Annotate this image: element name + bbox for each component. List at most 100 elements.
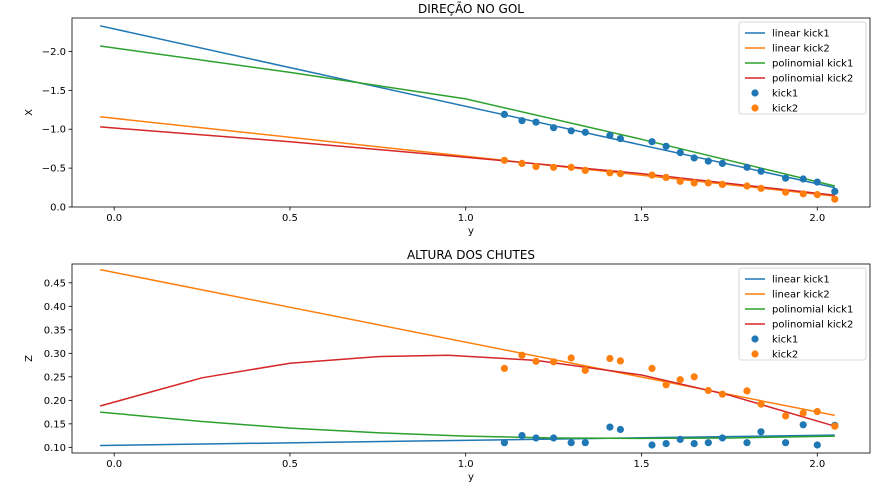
data-point-kick1	[616, 425, 625, 434]
data-point-kick2	[518, 351, 526, 359]
x-tick-label: 1.5	[634, 459, 650, 470]
y-tick-label: 0.25	[44, 372, 66, 383]
data-point-kick2	[567, 354, 575, 362]
data-point-kick1	[782, 174, 790, 182]
data-point-kick1	[799, 421, 807, 429]
axes-frame	[71, 17, 871, 208]
data-point-kick2	[662, 381, 670, 389]
legend: linear kick1 linear kick2 polinomial kick1…	[738, 21, 867, 115]
y-tick-label: 0.0	[50, 203, 66, 214]
data-point-kick2	[662, 173, 670, 181]
x-tick-label: 1.5	[634, 213, 650, 224]
chart-title: ALTURA DOS CHUTES	[407, 248, 535, 262]
series-line-linear-kick1	[100, 434, 835, 447]
data-point-kick2	[799, 409, 807, 417]
data-layer	[99, 268, 839, 449]
data-point-kick1	[518, 432, 526, 440]
data-point-kick2	[757, 400, 765, 408]
legend-label: kick1	[772, 89, 798, 100]
chart-1: 0.0 0.5 1.0 1.5 2.0 0.0 −0.5 −1.0 −1.5 −2.0 DIREÇÃ…	[24, 1, 871, 237]
x-tick-label: 1.0	[458, 213, 474, 224]
legend-label: polinomial kick2	[772, 320, 853, 331]
legend-marker-swatch	[751, 335, 759, 343]
data-point-kick1	[757, 428, 765, 436]
x-tick-label: 1.0	[458, 459, 474, 470]
data-point-kick2	[690, 179, 698, 187]
data-point-kick2	[831, 195, 839, 203]
data-point-kick2	[813, 408, 821, 416]
data-point-kick1	[532, 118, 540, 126]
series-line-linear-kick2	[100, 116, 835, 197]
legend-item: kick2	[751, 104, 798, 115]
data-point-kick2	[799, 190, 807, 198]
legend-marker-swatch	[751, 89, 759, 97]
data-point-kick2	[550, 358, 558, 366]
y-tick-label: 0.35	[44, 325, 66, 336]
series-line-linear-kick1	[99, 25, 835, 189]
y-tick-label: 0.15	[44, 419, 66, 430]
data-point-kick2	[718, 180, 727, 188]
data-point-kick2	[581, 166, 589, 174]
axes-frame	[71, 263, 871, 454]
legend-label: polinomial kick2	[772, 74, 853, 85]
y-tick-label: −1.0	[42, 125, 66, 136]
data-point-kick2	[704, 179, 712, 187]
data-point-kick1	[757, 167, 765, 175]
legend-item: linear kick2	[745, 290, 830, 301]
y-tick-label: −1.5	[42, 86, 66, 97]
data-point-kick1	[532, 434, 540, 442]
data-point-kick2	[676, 376, 684, 384]
legend-label: linear kick1	[772, 29, 830, 40]
data-point-kick2	[500, 156, 508, 164]
data-point-kick1	[690, 440, 698, 448]
x-axis-label: y	[468, 472, 474, 483]
data-point-kick2	[532, 163, 540, 171]
data-point-kick1	[743, 439, 751, 447]
data-point-kick2	[616, 170, 625, 178]
data-point-kick1	[648, 138, 656, 146]
data-point-kick2	[518, 159, 526, 167]
data-point-kick1	[518, 117, 526, 125]
legend-label: kick1	[772, 335, 798, 346]
legend-label: kick2	[772, 350, 798, 361]
data-point-kick2	[616, 357, 625, 365]
data-point-kick1	[676, 149, 684, 157]
legend-marker-swatch	[751, 350, 759, 358]
legend-label: kick2	[772, 104, 798, 115]
legend-frame	[738, 21, 867, 115]
legend-item: kick1	[751, 335, 798, 346]
legend-item: polinomial kick1	[745, 305, 853, 316]
data-layer	[99, 25, 839, 203]
data-point-kick2	[567, 163, 575, 171]
data-point-kick2	[648, 364, 656, 372]
data-point-kick1	[704, 439, 712, 447]
chart-title: DIREÇÃO NO GOL	[418, 1, 524, 16]
data-point-kick2	[532, 357, 540, 365]
series-line-polinomial-kick2	[99, 354, 836, 427]
y-tick-label: −0.5	[42, 164, 66, 175]
y-tick-label: −2.0	[42, 47, 66, 58]
legend-label: linear kick1	[772, 275, 830, 286]
data-point-kick1	[782, 439, 790, 447]
data-point-kick1	[662, 142, 670, 150]
data-point-kick2	[676, 177, 684, 185]
legend-marker-swatch	[751, 104, 759, 112]
legend-item: kick1	[751, 89, 798, 100]
data-point-kick1	[606, 131, 614, 139]
legend-item: polinomial kick1	[745, 59, 853, 70]
data-point-kick1	[606, 423, 614, 431]
data-point-kick1	[500, 110, 508, 118]
data-point-kick1	[676, 435, 684, 443]
data-point-kick1	[690, 154, 698, 162]
data-point-kick1	[567, 127, 575, 135]
data-point-kick1	[743, 163, 751, 171]
legend-item: kick2	[751, 350, 798, 361]
legend-label: linear kick2	[772, 290, 830, 301]
series-line-polinomial-kick1	[100, 411, 835, 440]
legend-label: polinomial kick1	[772, 59, 853, 70]
series-line-polinomial-kick1	[99, 45, 835, 187]
y-axis-label: Z	[24, 355, 35, 362]
data-point-kick1	[831, 187, 839, 195]
data-point-kick1	[581, 128, 589, 136]
data-point-kick1	[581, 439, 589, 447]
